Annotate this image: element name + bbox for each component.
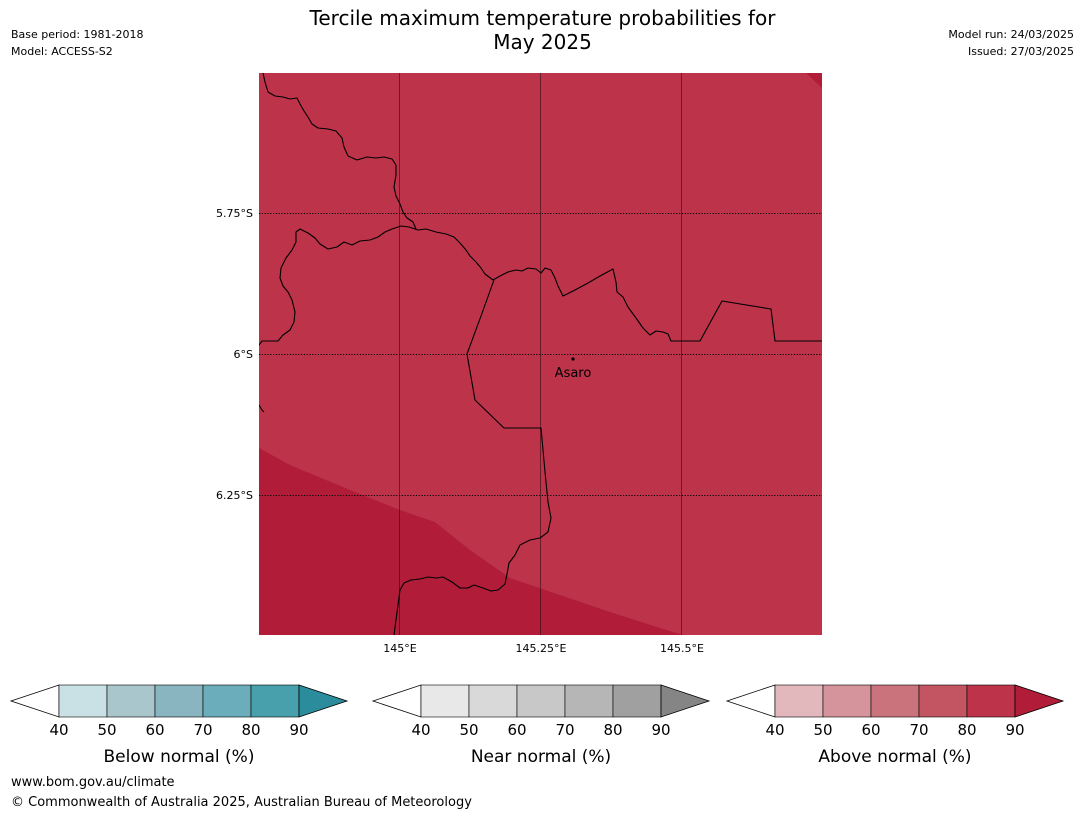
legend-above-label: Above normal (%) <box>818 747 971 767</box>
legend-near-bin-0 <box>420 684 470 718</box>
title-line-1: Tercile maximum temperature probabilitie… <box>309 6 776 30</box>
probability-zone-corner <box>806 73 822 88</box>
legend-below-arrow-low <box>9 684 60 718</box>
legend-above-bin-4 <box>966 684 1016 718</box>
model-run-text: Model run: 24/03/2025 <box>948 28 1074 41</box>
legend-below-bin-2 <box>154 684 204 718</box>
legend-below-tick-90: 90 <box>289 721 308 739</box>
legend-above-bin-3 <box>918 684 968 718</box>
footer-url: www.bom.gov.au/climate <box>11 775 175 790</box>
legend-near-tick-90: 90 <box>651 721 670 739</box>
legend-below-tick-40: 40 <box>49 721 68 739</box>
legend-above-bin-2 <box>870 684 920 718</box>
legend-near-bin-3 <box>564 684 614 718</box>
place-label-asaro: Asaro <box>555 366 592 381</box>
legend-near-bin-2 <box>516 684 566 718</box>
legend-below-bin-4 <box>250 684 300 718</box>
legend-near-label: Near normal (%) <box>471 747 611 767</box>
lon-label-145-25: 145.25°E <box>516 642 567 655</box>
footer-copyright: © Commonwealth of Australia 2025, Austra… <box>11 795 472 810</box>
province-border-west-edge <box>259 404 265 413</box>
legend-above-tick-90: 90 <box>1005 721 1024 739</box>
legend-above-tick-70: 70 <box>909 721 928 739</box>
legend-above-tick-60: 60 <box>861 721 880 739</box>
legend-below-tick-70: 70 <box>193 721 212 739</box>
legend-near-tick-40: 40 <box>411 721 430 739</box>
legend-near-tick-60: 60 <box>507 721 526 739</box>
lat-label-6-25: 6.25°S <box>216 489 253 502</box>
legend-below-arrow-high <box>298 684 349 718</box>
legend-below-bin-0 <box>58 684 108 718</box>
legend-above-tick-50: 50 <box>813 721 832 739</box>
meta-right: Model run: 24/03/2025 Issued: 27/03/2025 <box>948 26 1074 60</box>
page-title: Tercile maximum temperature probabilitie… <box>0 6 1085 54</box>
asaro-marker <box>571 357 575 361</box>
legend-below-tick-80: 80 <box>241 721 260 739</box>
province-border-north <box>262 73 417 230</box>
legend-near-bin-4 <box>612 684 662 718</box>
province-border-south <box>393 279 552 635</box>
legend-near-tick-70: 70 <box>555 721 574 739</box>
legend-near-tick-80: 80 <box>603 721 622 739</box>
legend-below-bin-3 <box>202 684 252 718</box>
province-border-middle <box>259 225 822 346</box>
legend-near-arrow-low <box>371 684 422 718</box>
probability-zone-90-plus <box>259 448 684 635</box>
legend-above-bin-1 <box>822 684 872 718</box>
legend-below-tick-60: 60 <box>145 721 164 739</box>
legend-above-arrow-high <box>1014 684 1065 718</box>
legend-above-bin-0 <box>774 684 824 718</box>
legend-above-tick-80: 80 <box>957 721 976 739</box>
base-period-text: Base period: 1981-2018 <box>11 28 144 41</box>
legend-near-tick-50: 50 <box>459 721 478 739</box>
legend-below-bin-1 <box>106 684 156 718</box>
legend-above-normal: 40 50 60 70 80 90 Above normal (%) <box>725 684 1065 767</box>
issued-text: Issued: 27/03/2025 <box>967 45 1074 58</box>
legend-below-tick-50: 50 <box>97 721 116 739</box>
title-line-2: May 2025 <box>493 30 592 54</box>
legend-below-label: Below normal (%) <box>104 747 255 767</box>
legend-near-normal: 40 50 60 70 80 90 Near normal (%) <box>371 684 711 767</box>
legend-near-arrow-high <box>660 684 711 718</box>
lon-label-145-5: 145.5°E <box>660 642 704 655</box>
meta-left: Base period: 1981-2018 Model: ACCESS-S2 <box>11 26 143 60</box>
legend-above-tick-40: 40 <box>765 721 784 739</box>
lat-label-6: 6°S <box>234 348 253 361</box>
lat-label-5-75: 5.75°S <box>216 207 253 220</box>
model-text: Model: ACCESS-S2 <box>11 45 113 58</box>
map-area: Asaro <box>259 73 822 635</box>
legend-near-bin-1 <box>468 684 518 718</box>
lon-label-145: 145°E <box>383 642 416 655</box>
legend-below-normal: 40 50 60 70 80 90 Below normal (%) <box>9 684 349 767</box>
legend-above-arrow-low <box>725 684 776 718</box>
